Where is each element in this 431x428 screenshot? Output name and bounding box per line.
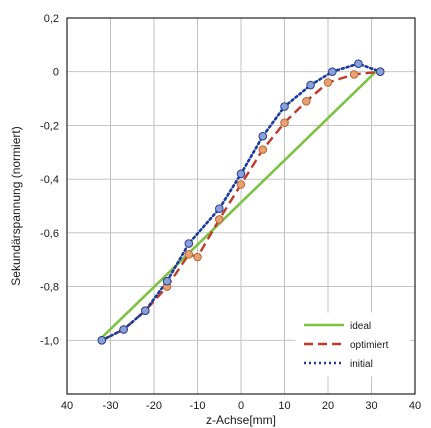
x-tick-label: 30 [365, 400, 377, 412]
legend-label-optimiert: optimiert [350, 340, 389, 351]
x-tick-label: 40 [61, 400, 73, 412]
data-point-initial [306, 80, 315, 90]
y-tick-label: -0,8 [40, 282, 59, 294]
data-point-optimiert [193, 252, 202, 262]
data-point-initial [184, 239, 194, 248]
tick-labels: 40 -30 -20 -10 0 10 20 30 40 0,2 0 -0,2 -0,4 -0,6 -0,8… [40, 13, 421, 412]
data-point-optimiert [236, 180, 246, 189]
x-tick-label: 20 [322, 400, 334, 412]
data-point-optimiert [349, 70, 359, 79]
data-point-initial [375, 67, 385, 76]
data-point-initial [215, 204, 224, 213]
x-axis-label: z-Achse[mm] [206, 413, 276, 427]
data-point-initial [141, 306, 150, 316]
series-line-ideal [100, 70, 377, 339]
data-point-initial [97, 336, 107, 345]
x-tick-label: 10 [278, 400, 290, 412]
data-point-optimiert [258, 145, 268, 154]
x-tick-label: 0 [238, 400, 244, 412]
legend-box [295, 312, 410, 377]
legend-label-ideal: ideal [350, 321, 371, 332]
y-tick-label: -0,4 [40, 174, 59, 186]
y-tick-label: 0 [53, 67, 59, 79]
data-point-initial [280, 102, 289, 111]
y-tick-label: -1,0 [40, 335, 59, 347]
x-tick-label: -10 [190, 400, 206, 412]
data-point-optimiert [280, 118, 289, 127]
data-point-initial [354, 59, 363, 69]
data-point-initial [162, 276, 172, 286]
data-point-initial [328, 67, 337, 76]
series-line-optimiert [101, 70, 381, 342]
y-tick-label: -0,2 [40, 120, 59, 132]
plot-frame [66, 17, 416, 395]
y-tick-label: 0,2 [44, 13, 59, 25]
x-tick-label: -30 [103, 400, 119, 412]
data-point-optimiert [184, 250, 194, 259]
data-point-initial [119, 325, 128, 334]
data-point-optimiert [323, 78, 333, 87]
data-point-initial [236, 169, 246, 179]
x-tick-label: 40 [409, 400, 421, 412]
series-layer [97, 59, 385, 345]
data-point-optimiert [215, 215, 224, 224]
x-tick-label: -20 [146, 400, 162, 412]
y-tick-label: -0,6 [40, 228, 59, 240]
data-point-initial [258, 131, 268, 141]
legend: ideal optimiert initial [295, 312, 410, 377]
legend-label-initial: initial [350, 359, 373, 370]
data-point-optimiert [302, 97, 311, 106]
y-axis-label: Sekundärspannung (normiert) [9, 126, 23, 285]
